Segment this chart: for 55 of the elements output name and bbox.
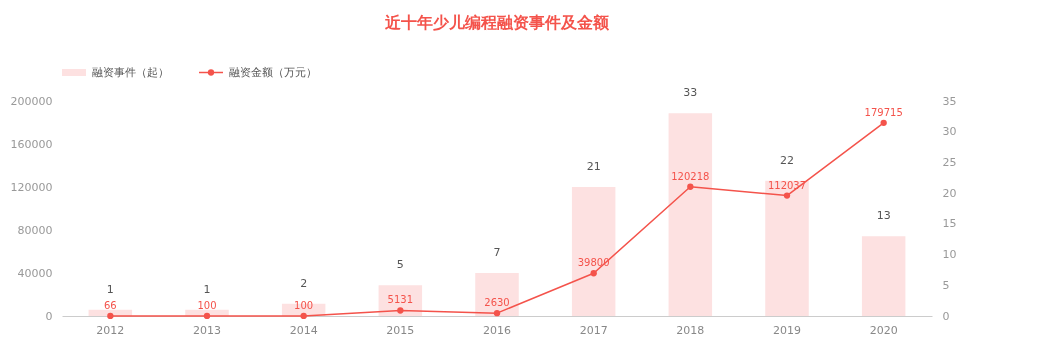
y-tick-label: 120000 bbox=[10, 180, 53, 194]
x-tick-label: 2018 bbox=[676, 323, 705, 337]
point bbox=[397, 307, 404, 314]
data-label: 66 bbox=[103, 299, 117, 311]
x-tick-label: 2013 bbox=[193, 323, 221, 337]
data-label: 120218 bbox=[671, 170, 710, 182]
point bbox=[880, 119, 887, 126]
data-label: 33 bbox=[683, 86, 698, 100]
y-tick-label: 200000 bbox=[10, 94, 53, 108]
data-label: 21 bbox=[586, 160, 601, 173]
data-label: 2630 bbox=[484, 297, 510, 309]
x-tick-label: 2019 bbox=[773, 323, 801, 337]
point bbox=[203, 312, 211, 320]
y-tick-label: 40000 bbox=[17, 266, 53, 280]
data-label: 2 bbox=[300, 276, 308, 290]
point bbox=[783, 192, 791, 199]
y2-tick-label: 30 bbox=[942, 125, 957, 139]
legend-label: 融资金额（万元） bbox=[229, 65, 317, 79]
data-label: 5131 bbox=[387, 294, 414, 306]
data-label: 22 bbox=[780, 153, 794, 167]
bar bbox=[861, 236, 906, 316]
data-label: 1 bbox=[106, 282, 114, 296]
data-label: 7 bbox=[493, 246, 501, 259]
chart-title: 近十年少儿编程融资事件及金额 bbox=[384, 12, 610, 32]
y-tick-label: 0 bbox=[45, 309, 53, 323]
x-tick-label: 2020 bbox=[869, 323, 898, 337]
y2-tick-label: 5 bbox=[942, 278, 950, 292]
y2-tick-label: 0 bbox=[942, 309, 950, 323]
point bbox=[300, 312, 307, 320]
x-tick-label: 2012 bbox=[96, 323, 125, 337]
bar bbox=[668, 113, 713, 316]
x-tick-label: 2014 bbox=[289, 323, 318, 337]
data-label: 5 bbox=[396, 258, 404, 272]
bar bbox=[765, 180, 809, 316]
data-label: 1 bbox=[203, 282, 211, 296]
y2-tick-label: 35 bbox=[942, 94, 957, 108]
y2-tick-label: 25 bbox=[942, 155, 957, 169]
x-tick-label: 2015 bbox=[386, 323, 415, 337]
data-label: 100 bbox=[197, 299, 217, 311]
point bbox=[687, 183, 694, 190]
y2-tick-label: 15 bbox=[942, 217, 957, 231]
point bbox=[590, 270, 597, 277]
point bbox=[107, 312, 114, 320]
y-tick-label: 80000 bbox=[17, 223, 53, 237]
y-tick-label: 160000 bbox=[10, 137, 53, 151]
point bbox=[493, 310, 501, 317]
data-label: 13 bbox=[876, 209, 891, 223]
data-label: 100 bbox=[294, 299, 314, 311]
x-tick-label: 2016 bbox=[483, 323, 511, 337]
y2-tick-label: 20 bbox=[942, 186, 957, 200]
bar bbox=[571, 187, 616, 316]
data-label: 179715 bbox=[864, 106, 903, 118]
x-tick-label: 2017 bbox=[579, 323, 608, 337]
y2-tick-label: 10 bbox=[942, 248, 957, 262]
legend-label: 融资事件（起） bbox=[92, 65, 169, 79]
